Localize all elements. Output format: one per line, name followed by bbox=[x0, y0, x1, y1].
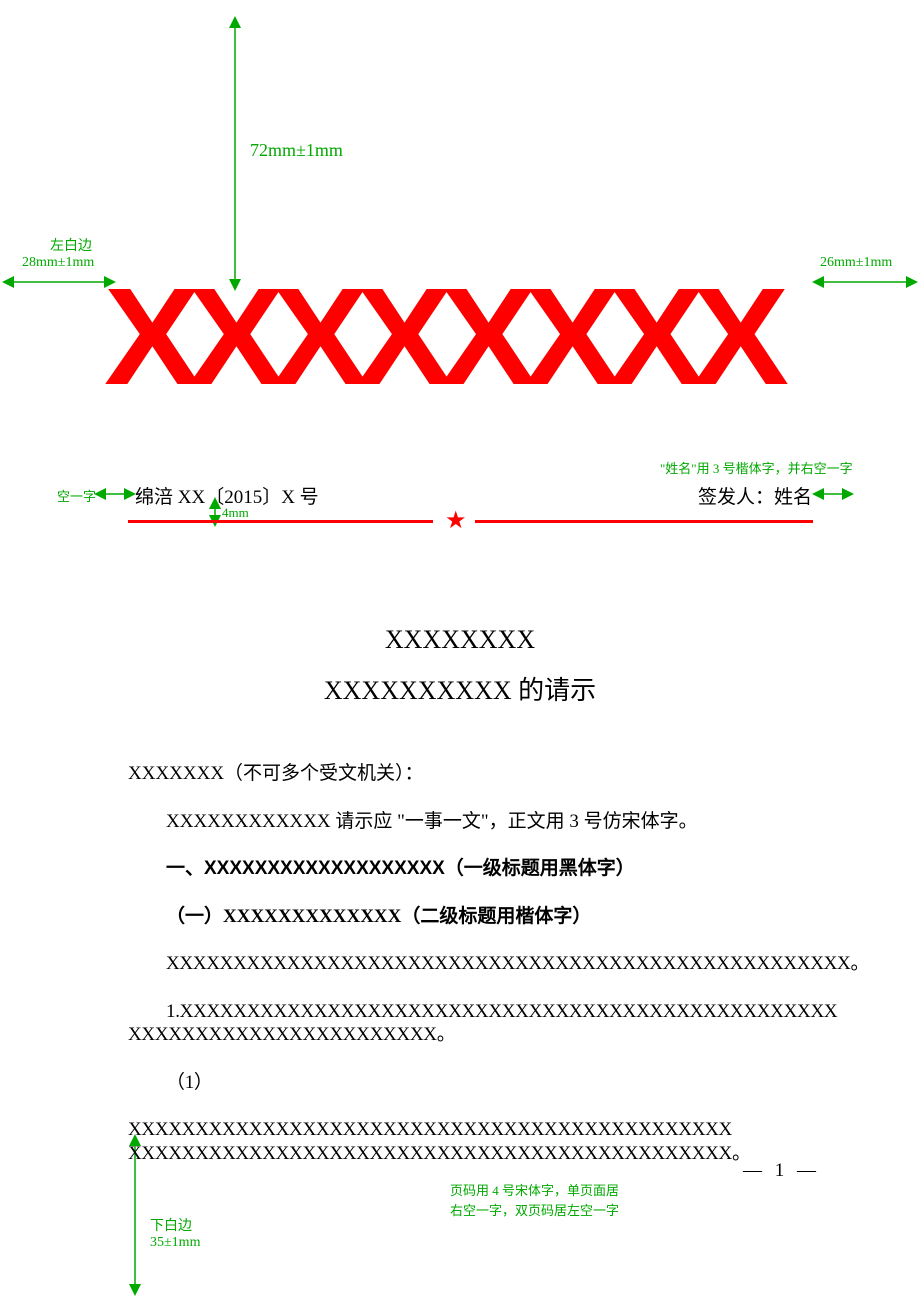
p4b: XXXXXXXXXXXXXXXXXXXXXXXXXXXXXXXXXXXXXXXX… bbox=[128, 1130, 813, 1178]
page-number: — 1 — bbox=[743, 1160, 820, 1182]
right-margin-label: 26mm±1mm bbox=[820, 255, 892, 271]
doc-number: 绵涪 XX〔2015〕X 号 bbox=[135, 482, 319, 509]
h1: 一、XXXXXXXXXXXXXXXXXXX（一级标题用黑体字） bbox=[128, 845, 813, 893]
page-note-l1: 页码用 4 号宋体字，单页面居 bbox=[450, 1180, 619, 1199]
recipient: XXXXXXX（不可多个受文机关）： bbox=[128, 750, 813, 798]
name-font-note: "姓名"用 3 号楷体字，并右空一字 bbox=[660, 458, 853, 477]
left-margin-title: 左白边 bbox=[50, 235, 92, 255]
body-container: XXXXXXX（不可多个受文机关）： XXXXXXXXXXXX 请示应 "一事一… bbox=[128, 750, 813, 1177]
title-line2: XXXXXXXXXX 的请示 bbox=[0, 670, 920, 707]
red-line-left bbox=[128, 520, 433, 523]
h2: （一）XXXXXXXXXXXXX（二级标题用楷体字） bbox=[128, 893, 813, 941]
page-note-l2: 右空一字，双页码居左空一字 bbox=[450, 1200, 619, 1219]
space-char-label: 空一字 bbox=[57, 486, 96, 505]
bottom-margin-title: 下白边 bbox=[150, 1215, 192, 1235]
top-margin-label: 72mm±1mm bbox=[250, 140, 343, 161]
title-line1: XXXXXXXX bbox=[0, 625, 920, 655]
bottom-margin-label: 35±1mm bbox=[150, 1235, 200, 1251]
p2: XXXXXXXXXXXXXXXXXXXXXXXXXXXXXXXXXXXXXXXX… bbox=[128, 940, 813, 988]
signer-label: 签发人：姓名 bbox=[698, 482, 812, 509]
p1: XXXXXXXXXXXX 请示应 "一事一文"，正文用 3 号仿宋体字。 bbox=[128, 798, 813, 846]
left-margin-label: 28mm±1mm bbox=[22, 255, 94, 271]
red-header-x: XXXXXXXX bbox=[104, 258, 776, 417]
red-line-right bbox=[475, 520, 813, 523]
star-icon: ★ bbox=[445, 506, 467, 535]
